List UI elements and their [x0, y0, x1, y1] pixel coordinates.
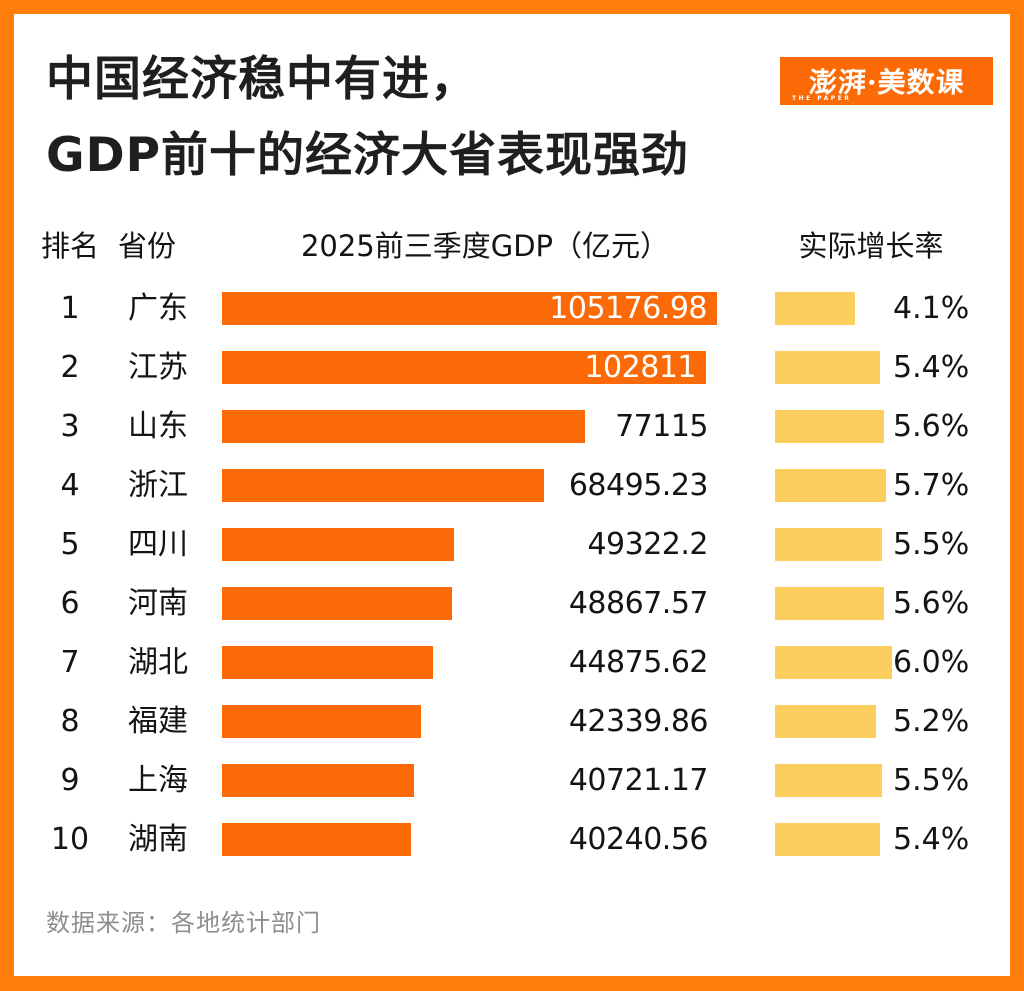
gdp-value-label: 68495.23 — [568, 468, 709, 503]
growth-rate-value-label: 5.5% — [893, 527, 970, 562]
growth-rate-value-label: 6.0% — [893, 645, 970, 680]
table-row: 9 上海 40721.17 5.5% — [0, 764, 1024, 797]
rank-cell: 4 — [60, 468, 80, 503]
thepaper-meishuke-logo: 澎湃·美数课 THE PAPER — [780, 57, 993, 105]
growth-rate-bar — [775, 764, 882, 797]
growth-rate-bar — [775, 646, 892, 679]
rank-cell: 8 — [60, 704, 80, 739]
province-cell: 广东 — [128, 291, 188, 326]
logo-subtext: THE PAPER — [792, 95, 852, 102]
province-cell: 上海 — [128, 763, 188, 798]
gdp-bar — [222, 764, 414, 797]
rank-cell: 1 — [60, 291, 80, 326]
growth-rate-value-label: 5.4% — [893, 350, 970, 385]
table-row: 5 四川 49322.2 5.5% — [0, 528, 1024, 561]
table-row: 1 广东 105176.98 4.1% — [0, 292, 1024, 325]
gdp-value-label: 49322.2 — [587, 527, 708, 562]
growth-rate-bar — [775, 351, 880, 384]
table-row: 3 山东 77115 5.6% — [0, 410, 1024, 443]
growth-rate-bar — [775, 705, 876, 738]
gdp-value-label: 40240.56 — [568, 822, 709, 857]
table-row: 6 河南 48867.57 5.6% — [0, 587, 1024, 620]
column-header-gdp: 2025前三季度GDP（亿元） — [300, 229, 670, 263]
rank-cell: 2 — [60, 350, 80, 385]
column-header-growth-rate: 实际增长率 — [798, 229, 944, 263]
gdp-value-label: 42339.86 — [568, 704, 709, 739]
growth-rate-value-label: 5.6% — [893, 409, 970, 444]
gdp-bar — [222, 587, 452, 620]
table-row: 10 湖南 40240.56 5.4% — [0, 823, 1024, 856]
title-line-1: 中国经济稳中有进， — [46, 52, 478, 107]
province-cell: 江苏 — [128, 350, 188, 385]
growth-rate-value-label: 5.5% — [893, 763, 970, 798]
gdp-value-label: 48867.57 — [568, 586, 709, 621]
rank-cell: 3 — [60, 409, 80, 444]
growth-rate-bar — [775, 292, 855, 325]
table-row: 4 浙江 68495.23 5.7% — [0, 469, 1024, 502]
gdp-value-label: 77115 — [615, 409, 708, 444]
data-source-note: 数据来源：各地统计部门 — [46, 909, 321, 937]
gdp-value-label: 40721.17 — [568, 763, 709, 798]
gdp-bar — [222, 646, 433, 679]
gdp-bar — [222, 823, 411, 856]
province-cell: 福建 — [128, 704, 188, 739]
table-row: 7 湖北 44875.62 6.0% — [0, 646, 1024, 679]
gdp-value-label: 105176.98 — [549, 291, 707, 326]
province-cell: 山东 — [128, 409, 188, 444]
growth-rate-value-label: 5.2% — [893, 704, 970, 739]
gdp-bar — [222, 351, 706, 384]
province-cell: 河南 — [128, 586, 188, 621]
rank-cell: 5 — [60, 527, 80, 562]
rank-cell: 9 — [60, 763, 80, 798]
table-row: 2 江苏 102811 5.4% — [0, 351, 1024, 384]
page-title: 中国经济稳中有进， GDP前十的经济大省表现强劲 — [46, 42, 786, 194]
title-line-2: GDP前十的经济大省表现强劲 — [46, 128, 690, 183]
gdp-bar — [222, 292, 717, 325]
growth-rate-value-label: 5.6% — [893, 586, 970, 621]
gdp-bar — [222, 410, 585, 443]
province-cell: 四川 — [128, 527, 188, 562]
gdp-bar — [222, 469, 544, 502]
table-row: 8 福建 42339.86 5.2% — [0, 705, 1024, 738]
rank-cell: 10 — [50, 822, 90, 857]
gdp-value-label: 102811 — [584, 350, 696, 385]
growth-rate-bar — [775, 587, 884, 620]
growth-rate-bar — [775, 528, 882, 561]
growth-rate-value-label: 5.4% — [893, 822, 970, 857]
province-cell: 浙江 — [128, 468, 188, 503]
column-header-province: 省份 — [118, 229, 177, 263]
gdp-bar — [222, 528, 454, 561]
rank-cell: 6 — [60, 586, 80, 621]
growth-rate-bar — [775, 410, 884, 443]
rank-cell: 7 — [60, 645, 80, 680]
province-cell: 湖北 — [128, 645, 188, 680]
column-header-rank: 排名 — [40, 229, 99, 263]
growth-rate-value-label: 4.1% — [893, 291, 970, 326]
growth-rate-bar — [775, 823, 880, 856]
province-cell: 湖南 — [128, 822, 188, 857]
gdp-bar — [222, 705, 421, 738]
growth-rate-bar — [775, 469, 886, 502]
gdp-value-label: 44875.62 — [568, 645, 709, 680]
growth-rate-value-label: 5.7% — [893, 468, 970, 503]
